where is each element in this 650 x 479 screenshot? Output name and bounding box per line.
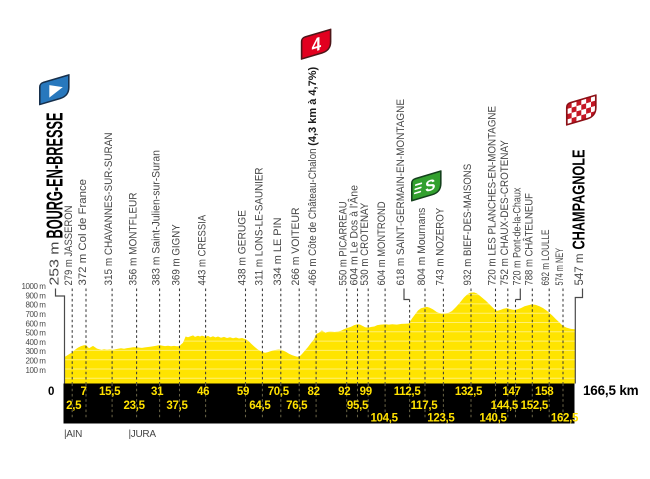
svg-text:162,5: 162,5	[551, 413, 579, 425]
svg-text:315 m CHAVANNES-SUR-SURAN: 315 m CHAVANNES-SUR-SURAN	[103, 132, 115, 285]
svg-text:152,5: 152,5	[521, 400, 549, 412]
svg-text:720 m LES PLANCHES-EN-MONTAGNE: 720 m LES PLANCHES-EN-MONTAGNE	[487, 106, 499, 285]
svg-text:334 m LE PIN: 334 m LE PIN	[272, 217, 284, 285]
svg-text:383 m Saint-Julien-sur-Suran: 383 m Saint-Julien-sur-Suran	[151, 150, 163, 285]
svg-text:15,5: 15,5	[99, 386, 121, 398]
svg-text:500 m: 500 m	[26, 329, 47, 338]
svg-text:311 m LONS-LE-SAUNIER: 311 m LONS-LE-SAUNIER	[253, 167, 265, 285]
svg-text:900 m: 900 m	[26, 291, 47, 300]
svg-text:82: 82	[307, 386, 319, 398]
svg-text:600 m: 600 m	[26, 319, 47, 328]
svg-text:574 m NEY: 574 m NEY	[554, 247, 566, 285]
svg-text:4: 4	[312, 33, 322, 57]
svg-text:266 m VOITEUR: 266 m VOITEUR	[290, 207, 302, 285]
svg-text:140,5: 140,5	[479, 413, 507, 425]
svg-text:438 m GERUGE: 438 m GERUGE	[237, 210, 249, 286]
svg-text:752 m CHAUX-DES-CROTENAY: 752 m CHAUX-DES-CROTENAY	[499, 140, 511, 286]
svg-text:132,5: 132,5	[455, 386, 483, 398]
svg-text:|AIN: |AIN	[64, 429, 82, 440]
svg-text:104,5: 104,5	[370, 413, 398, 425]
svg-text:64,5: 64,5	[249, 400, 271, 412]
svg-text:|JURA: |JURA	[129, 429, 157, 440]
svg-text:S: S	[425, 176, 435, 196]
svg-text:147: 147	[502, 386, 520, 398]
svg-text:356 m MONTFLEUR: 356 m MONTFLEUR	[128, 192, 140, 285]
svg-text:37,5: 37,5	[166, 400, 188, 412]
svg-text:46: 46	[197, 386, 209, 398]
svg-text:550 m PICARREAU: 550 m PICARREAU	[338, 201, 350, 285]
svg-text:158: 158	[535, 386, 554, 398]
svg-text:720 m Pont-de-la-Chaux: 720 m Pont-de-la-Chaux	[511, 187, 523, 285]
svg-text:166,5 km: 166,5 km	[583, 383, 639, 398]
svg-text:76,5: 76,5	[286, 400, 308, 412]
svg-text:604 m MONTROND: 604 m MONTROND	[376, 201, 388, 285]
svg-text:788 m CHÂTELNEUF: 788 m CHÂTELNEUF	[522, 193, 535, 286]
svg-text:279 m JASSERON: 279 m JASSERON	[63, 205, 75, 285]
svg-text:400 m: 400 m	[26, 338, 47, 347]
svg-text:117,5: 117,5	[411, 400, 439, 412]
svg-text:932 m BIEF-DES-MAISONS: 932 m BIEF-DES-MAISONS	[462, 164, 474, 286]
svg-text:700 m: 700 m	[26, 310, 47, 319]
svg-text:443 m CRESSIA: 443 m CRESSIA	[197, 214, 209, 285]
svg-text:466 m Côte de Château-Chalon: 466 m Côte de Château-Chalon	[307, 149, 319, 286]
svg-text:800 m: 800 m	[26, 301, 47, 310]
svg-text:804 m Mournans: 804 m Mournans	[416, 207, 428, 285]
svg-text:70,5: 70,5	[268, 386, 290, 398]
svg-text:253 m: 253 m	[47, 242, 62, 286]
svg-text:372 m Col de France: 372 m Col de France	[77, 179, 89, 286]
svg-text:99: 99	[360, 386, 372, 398]
svg-text:112,5: 112,5	[394, 386, 422, 398]
svg-text:CHAMPAGNOLE: CHAMPAGNOLE	[569, 150, 589, 250]
svg-text:23,5: 23,5	[124, 400, 146, 412]
svg-text:1000 m: 1000 m	[22, 282, 47, 291]
svg-text:BOURG-EN-BRESSE: BOURG-EN-BRESSE	[42, 113, 68, 239]
svg-text:2,5: 2,5	[66, 400, 82, 412]
svg-text:200 m: 200 m	[26, 357, 47, 366]
svg-text:144,5: 144,5	[491, 400, 519, 412]
svg-text:618 m SAINT-GERMAIN-EN-MONTAGN: 618 m SAINT-GERMAIN-EN-MONTAGNE	[395, 99, 407, 286]
svg-text:547 m: 547 m	[574, 254, 586, 286]
svg-text:92: 92	[338, 386, 350, 398]
svg-text:0: 0	[48, 386, 54, 398]
svg-text:7: 7	[80, 386, 86, 398]
svg-text:31: 31	[151, 386, 164, 398]
svg-text:300 m: 300 m	[26, 347, 47, 356]
svg-text:(4,3 km à 4,7%): (4,3 km à 4,7%)	[307, 66, 319, 145]
svg-text:95,5: 95,5	[347, 400, 369, 412]
svg-text:604 m Le Dos à l'Âne: 604 m Le Dos à l'Âne	[347, 185, 360, 286]
svg-text:59: 59	[237, 386, 249, 398]
svg-text:123,5: 123,5	[427, 413, 455, 425]
svg-text:100 m: 100 m	[26, 366, 47, 375]
svg-text:530 m CROTENAY: 530 m CROTENAY	[359, 202, 371, 285]
svg-text:369 m GIGNY: 369 m GIGNY	[171, 224, 183, 286]
svg-text:692 m LOULLE: 692 m LOULLE	[540, 230, 552, 286]
svg-text:743 m NOZEROY: 743 m NOZEROY	[434, 207, 446, 285]
